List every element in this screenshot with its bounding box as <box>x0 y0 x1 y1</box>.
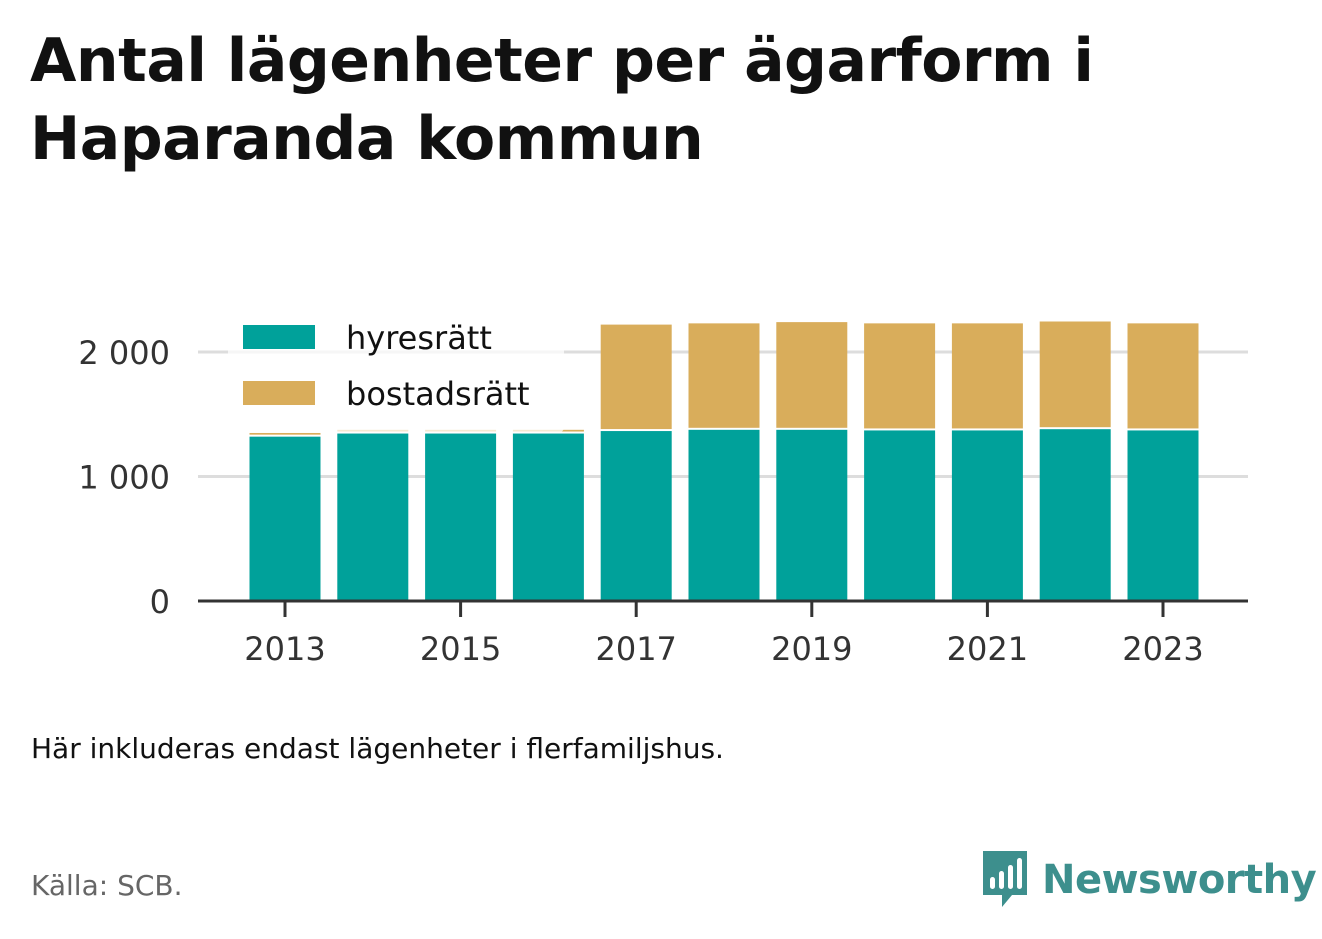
bar-hyresratt-2021 <box>951 430 1023 601</box>
bar-hyresratt-2014 <box>337 433 409 601</box>
bars <box>249 321 1199 601</box>
bar-bostadsratt-2017 <box>600 324 672 430</box>
legend-swatch <box>243 381 315 405</box>
bar-bostadsratt-2021 <box>951 323 1023 429</box>
bar-hyresratt-2022 <box>1039 429 1111 601</box>
y-tick-label: 1 000 <box>78 459 170 497</box>
stacked-bar-chart: 0 1 000 2 000 2013 2015 2017 2019 2021 2023 hyre… <box>78 313 1248 668</box>
y-tick-label: 0 <box>150 583 170 621</box>
bar-bostadsratt-2022 <box>1039 321 1111 428</box>
legend-label: bostadsrätt <box>346 375 530 413</box>
bar-hyresratt-2023 <box>1127 430 1199 601</box>
chart-title: Antal lägenheter per ägarform i Haparand… <box>30 26 1094 174</box>
chart-note: Här inkluderas endast lägenheter i flerf… <box>31 732 724 765</box>
brand-logo: Newsworthy <box>980 848 1317 912</box>
bar-hyresratt-2013 <box>249 436 321 601</box>
legend: hyresrätt bostadsrätt <box>228 313 564 433</box>
x-tick-label: 2021 <box>947 630 1028 668</box>
legend-label: hyresrätt <box>346 319 492 357</box>
bar-hyresratt-2019 <box>776 429 848 601</box>
bar-hyresratt-2015 <box>425 433 497 601</box>
bar-bostadsratt-2020 <box>864 323 936 429</box>
source-text: Källa: SCB. <box>31 869 183 902</box>
brand-name: Newsworthy <box>1042 857 1317 903</box>
x-tick-label: 2013 <box>244 630 325 668</box>
bar-hyresratt-2018 <box>688 429 760 601</box>
bar-hyresratt-2020 <box>864 430 936 601</box>
x-tick-label: 2015 <box>420 630 501 668</box>
legend-swatch <box>243 325 315 349</box>
bar-hyresratt-2017 <box>600 431 672 601</box>
newsworthy-logo-icon <box>983 851 1027 907</box>
axes: 0 1 000 2 000 2013 2015 2017 2019 2021 2023 <box>78 334 1248 668</box>
x-tick-label: 2017 <box>595 630 676 668</box>
x-tick-label: 2023 <box>1122 630 1203 668</box>
y-tick-label: 2 000 <box>78 334 170 372</box>
bar-bostadsratt-2019 <box>776 322 848 428</box>
bar-bostadsratt-2023 <box>1127 323 1199 429</box>
bar-bostadsratt-2018 <box>688 323 760 428</box>
x-tick-label: 2019 <box>771 630 852 668</box>
bar-bostadsratt-2013 <box>249 432 321 435</box>
bar-hyresratt-2016 <box>512 433 584 601</box>
